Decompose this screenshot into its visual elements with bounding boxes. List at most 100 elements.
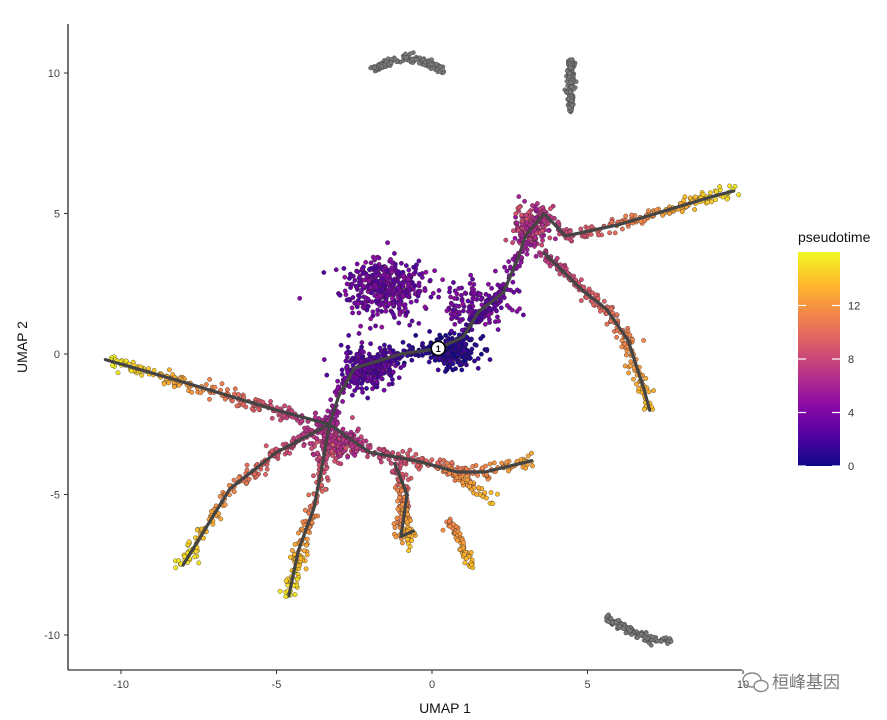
cell-point — [303, 542, 309, 548]
cell-point — [377, 280, 383, 286]
cell-point — [375, 295, 380, 300]
cell-point — [631, 376, 636, 382]
colorbar-tick-label: 0 — [848, 461, 854, 473]
grey-cell-point — [617, 623, 623, 629]
cell-point — [513, 211, 519, 217]
cell-point — [398, 462, 404, 468]
cell-point — [488, 490, 494, 495]
cell-point — [581, 284, 587, 290]
cell-point — [608, 306, 614, 312]
grey-cell-point — [440, 67, 445, 72]
cell-point — [579, 277, 584, 283]
cell-point — [312, 411, 318, 416]
cell-point — [468, 355, 473, 361]
grey-cell-point — [627, 628, 633, 634]
x-tick-label: 5 — [584, 679, 590, 691]
cell-point — [487, 317, 492, 322]
grey-cell-point — [566, 71, 572, 76]
cell-point — [440, 277, 445, 283]
cell-point — [478, 297, 484, 302]
cell-point — [541, 218, 547, 223]
cell-point — [563, 266, 569, 271]
x-tick-label: -10 — [113, 679, 129, 691]
cell-point — [231, 489, 237, 494]
cell-point — [435, 367, 441, 373]
cell-point — [470, 464, 476, 469]
cell-point — [368, 260, 374, 266]
cell-point — [692, 207, 697, 212]
cell-point — [344, 350, 349, 356]
grey-cell-point — [606, 619, 611, 624]
cell-point — [724, 196, 730, 202]
cell-point — [604, 321, 610, 327]
cell-point — [516, 204, 522, 210]
cell-point — [161, 381, 167, 387]
cell-point — [363, 259, 369, 265]
cell-point — [362, 371, 368, 377]
cell-point — [370, 309, 376, 315]
cell-point — [335, 448, 341, 454]
cell-point — [309, 446, 314, 451]
colorbar-tick-label: 4 — [848, 408, 854, 420]
cell-point — [328, 397, 334, 403]
cell-point — [454, 303, 459, 309]
cell-point — [358, 323, 363, 329]
cell-point — [479, 351, 484, 357]
y-tick-label: 10 — [48, 68, 60, 80]
cell-point — [457, 319, 463, 324]
cell-point — [304, 552, 310, 558]
cell-point — [449, 301, 455, 307]
cell-point — [389, 296, 395, 301]
grey-cell-point — [569, 57, 575, 63]
grey-cell-point — [413, 57, 419, 62]
cell-point — [482, 490, 488, 496]
cell-point — [387, 345, 392, 351]
cell-point — [472, 296, 478, 302]
cell-point — [475, 365, 481, 371]
grey-cell-point — [368, 65, 373, 71]
trajectory-branch-10 — [393, 462, 415, 539]
grey-cell-point — [372, 65, 377, 70]
cell-point — [383, 298, 389, 304]
cell-point — [454, 315, 459, 320]
cell-point — [627, 332, 633, 338]
cell-point — [416, 258, 422, 264]
cell-point — [315, 450, 320, 456]
cell-point — [411, 264, 416, 270]
cell-point — [468, 272, 474, 278]
cell-point — [115, 370, 121, 376]
cell-point — [364, 386, 369, 391]
cell-point — [340, 399, 345, 404]
cell-point — [525, 453, 531, 459]
cell-point — [360, 389, 365, 395]
cell-point — [324, 372, 330, 378]
cell-point — [451, 330, 457, 336]
cell-point — [495, 327, 501, 332]
cell-point — [539, 222, 545, 228]
cell-point — [450, 367, 456, 373]
cell-point — [534, 230, 539, 236]
cell-point — [646, 208, 651, 214]
cell-point — [354, 261, 360, 267]
cell-point — [498, 305, 504, 311]
cell-point — [282, 403, 287, 409]
cell-point — [495, 314, 500, 320]
cell-point — [405, 451, 410, 457]
cell-point — [487, 357, 493, 362]
cell-point — [355, 269, 361, 275]
cell-point — [396, 306, 402, 312]
cell-point — [450, 361, 456, 367]
cell-point — [597, 308, 603, 314]
cell-point — [240, 402, 246, 408]
cell-point — [345, 370, 350, 375]
cell-point — [420, 341, 425, 346]
cell-point — [427, 277, 433, 283]
cell-point — [700, 192, 706, 197]
cell-point — [314, 436, 320, 441]
cell-point — [545, 260, 551, 265]
cell-point — [404, 292, 410, 298]
cell-point — [365, 378, 370, 384]
cell-point — [391, 277, 396, 283]
cell-point — [336, 410, 342, 415]
